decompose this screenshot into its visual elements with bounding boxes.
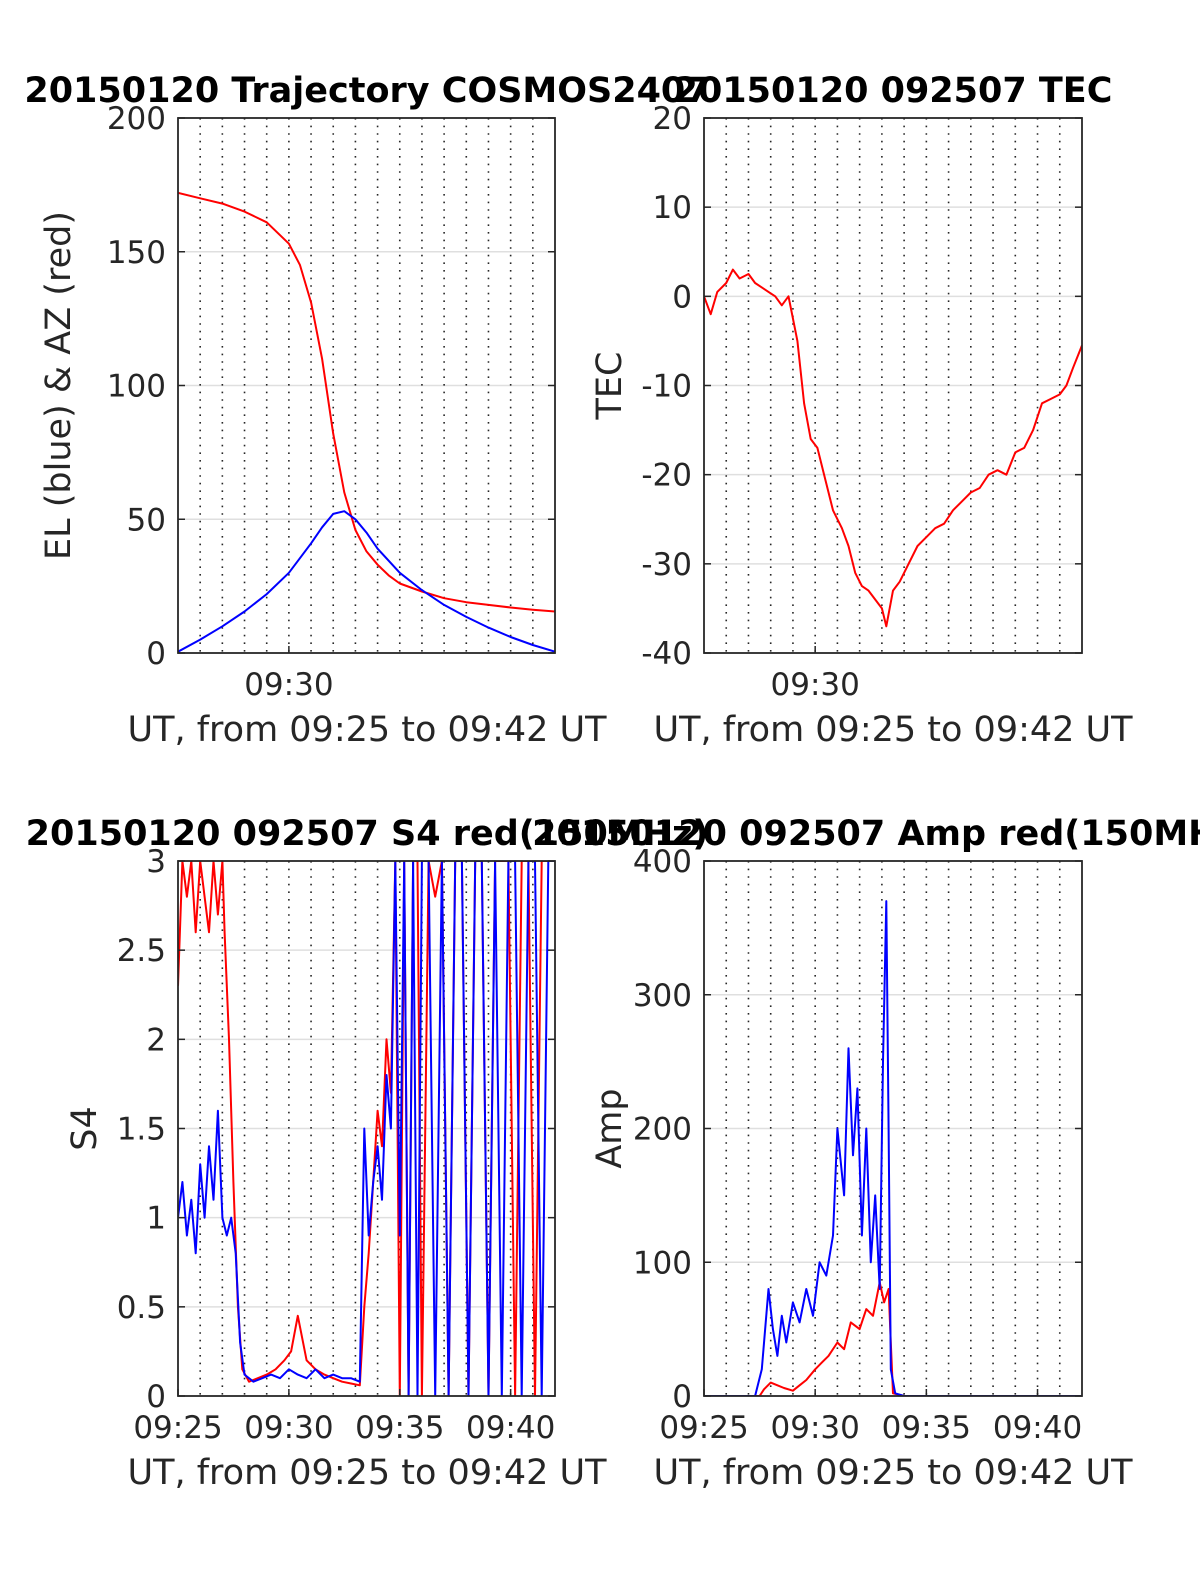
chart-title: 20150120 092507 Amp red(150MHz) [532, 814, 1200, 854]
xtick-label: 09:25 [133, 1410, 222, 1446]
xtick-label: 09:25 [659, 1410, 748, 1446]
ytick-label: 0 [672, 279, 692, 315]
y-axis-label: EL (blue) & AZ (red) [39, 211, 79, 560]
xtick-label: 09:30 [771, 1410, 860, 1446]
series-line-1 [178, 191, 555, 613]
ytick-label: 150 [107, 235, 166, 271]
ytick-label: 0 [672, 1379, 692, 1415]
ytick-label: 50 [127, 502, 166, 538]
ytick-label: 3 [146, 844, 166, 880]
ytick-label: 1.5 [117, 1112, 166, 1148]
ytick-label: -20 [641, 458, 692, 494]
xtick-label: 09:30 [244, 667, 333, 703]
xtick-label: 09:30 [771, 667, 860, 703]
ytick-label: 300 [633, 978, 692, 1014]
ytick-label: 0.5 [117, 1290, 166, 1326]
xtick-label: 09:40 [993, 1410, 1082, 1446]
ytick-label: 10 [653, 190, 692, 226]
subplot-4: 0 100 200 300 400 09:25 09:30 09:35 09:40 UT, fro… [532, 814, 1200, 1493]
chart-title: 20150120 092507 S4 red(150MHz) [26, 814, 709, 854]
ytick-label: -40 [641, 636, 692, 672]
x-axis-label: UT, from 09:25 to 09:42 UT [653, 1453, 1133, 1493]
subplot-3: 0 0.5 1 1.5 2 2.5 3 09:25 09:30 09:35 09:40 UT, fro… [26, 814, 709, 1493]
ytick-label: 1 [146, 1201, 166, 1237]
series-line-1 [704, 268, 1082, 628]
ytick-label: 200 [633, 1112, 692, 1148]
ytick-label: 200 [107, 101, 166, 137]
x-axis-label: UT, from 09:25 to 09:42 UT [127, 1453, 607, 1493]
ytick-label: 100 [107, 369, 166, 405]
ytick-label: 20 [653, 101, 692, 137]
ytick-label: 2 [146, 1022, 166, 1058]
chart-title: 20150120 092507 TEC [674, 71, 1113, 111]
x-axis-label: UT, from 09:25 to 09:42 UT [653, 710, 1133, 750]
xtick-label: 09:40 [466, 1410, 555, 1446]
ytick-label: 100 [633, 1245, 692, 1281]
subplot-2: -40 -30 -20 -10 0 10 20 09:30 UT, from 09:25 to … [590, 71, 1133, 750]
ytick-label: 0 [146, 1379, 166, 1415]
series-line-2 [178, 510, 555, 653]
ytick-label: 2.5 [117, 933, 166, 969]
y-axis-label: Amp [590, 1088, 630, 1168]
y-axis-label: S4 [65, 1106, 105, 1151]
ytick-label: 400 [633, 844, 692, 880]
ytick-label: 0 [146, 636, 166, 672]
series-line-2 [704, 900, 1082, 1396]
xtick-label: 09:35 [882, 1410, 971, 1446]
y-axis-label: TEC [590, 352, 630, 421]
series-line-2 [178, 861, 555, 1396]
xtick-label: 09:30 [244, 1410, 333, 1446]
xtick-label: 09:35 [355, 1410, 444, 1446]
chart-title: 20150120 Trajectory COSMOS2407 [24, 71, 709, 111]
ytick-label: -10 [641, 369, 692, 405]
ytick-label: -30 [641, 547, 692, 583]
series-line-1 [704, 1281, 1082, 1396]
x-axis-label: UT, from 09:25 to 09:42 UT [127, 710, 607, 750]
